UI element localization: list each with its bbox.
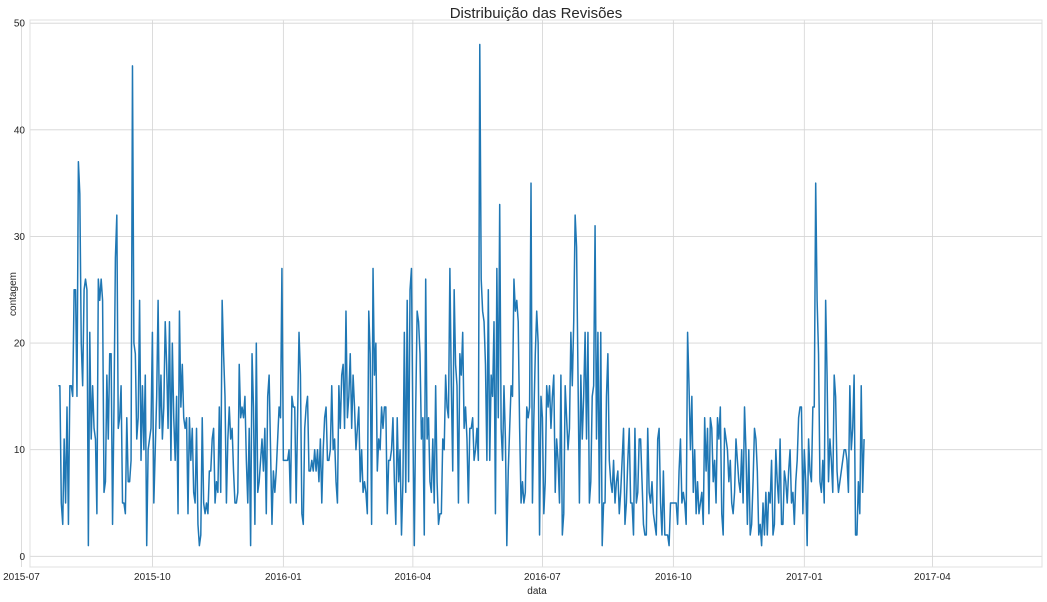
x-tick-label: 2016-01 bbox=[265, 572, 302, 583]
y-tick-label: 0 bbox=[19, 552, 25, 563]
x-tick-label: 2016-07 bbox=[524, 572, 561, 583]
y-tick-label: 10 bbox=[14, 445, 26, 456]
x-axis-label: data bbox=[527, 586, 547, 597]
x-tick-label: 2015-07 bbox=[3, 572, 40, 583]
x-tick-label: 2017-01 bbox=[786, 572, 823, 583]
x-tick-label: 2017-04 bbox=[914, 572, 951, 583]
y-tick-label: 30 bbox=[14, 232, 26, 243]
x-tick-label: 2016-10 bbox=[655, 572, 692, 583]
x-tick-labels: 2015-07 2015-10 2016-01 2016-04 2016-07 2016-… bbox=[3, 572, 951, 583]
y-axis-label: contagem bbox=[8, 272, 19, 316]
y-tick-label: 20 bbox=[14, 339, 26, 350]
y-tick-label: 40 bbox=[14, 125, 26, 136]
x-tick-label: 2015-10 bbox=[134, 572, 171, 583]
y-tick-labels: 0 10 20 30 40 50 bbox=[14, 19, 26, 563]
plot-area bbox=[30, 20, 1042, 567]
grid-lines bbox=[21, 20, 1042, 567]
plot-frame bbox=[29, 19, 1043, 568]
chart-title: Distribuição das Revisões bbox=[450, 5, 623, 22]
x-tick-label: 2016-04 bbox=[395, 572, 432, 583]
series-line bbox=[58, 43, 865, 547]
y-tick-label: 50 bbox=[14, 19, 26, 30]
